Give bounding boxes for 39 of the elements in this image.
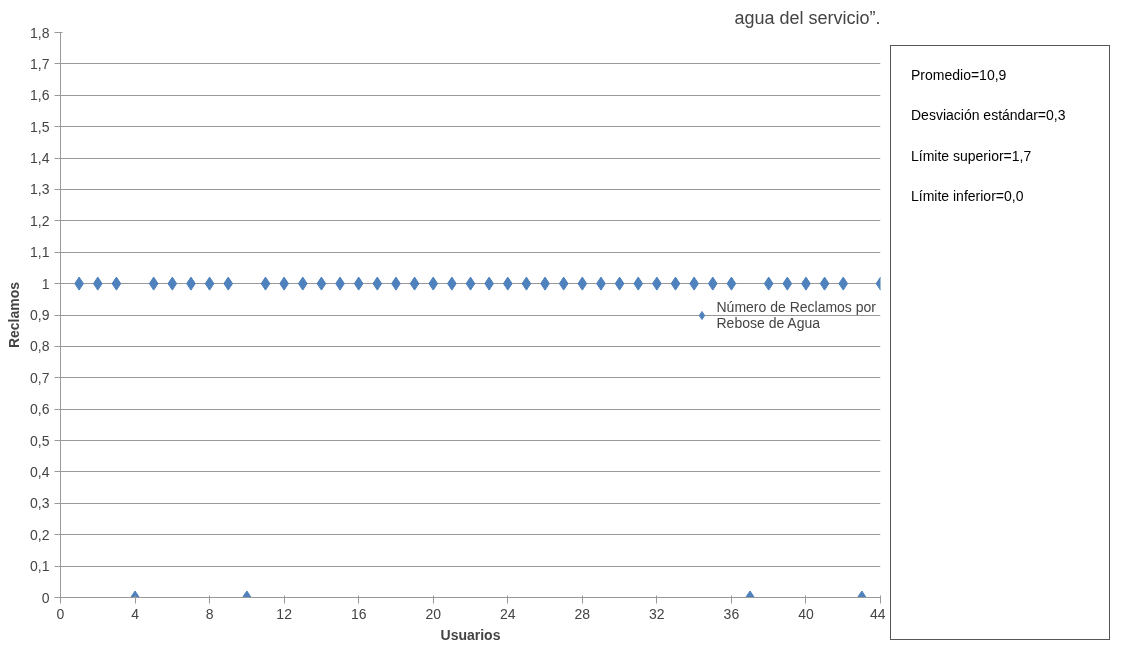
x-tick-label: 28 — [574, 605, 591, 622]
x-axis-title: Usuarios — [440, 626, 501, 643]
y-tick-label: 1,8 — [30, 24, 50, 41]
x-tick-label: 12 — [276, 605, 293, 622]
y-tick-label: 0,2 — [30, 526, 50, 543]
chart-title: agua del servicio”. — [734, 7, 881, 28]
y-tick-label: 1,6 — [30, 87, 50, 104]
x-tick-label: 8 — [205, 605, 214, 622]
y-tick-label: 0,1 — [30, 558, 50, 575]
y-tick-label: 1 — [41, 275, 50, 292]
x-tick-label: 24 — [499, 605, 516, 622]
x-tick-label: 20 — [425, 605, 442, 622]
y-tick-label: 0,9 — [30, 307, 50, 323]
x-tick-label: 40 — [798, 605, 814, 622]
x-tick-label: 44 — [869, 605, 886, 622]
text: Desviación estándar=0,3 — [911, 106, 1066, 126]
x-tick-label: 0 — [56, 605, 65, 622]
y-tick-label: 0,4 — [30, 463, 50, 480]
x-tick-label: 36 — [723, 605, 740, 622]
y-tick-label: 0,3 — [30, 495, 50, 512]
y-tick-label: 0,5 — [30, 432, 50, 449]
y-tick-label: 1,3 — [30, 181, 50, 198]
y-tick-label: 1,1 — [30, 244, 50, 261]
y-tick-label: 0 — [41, 589, 50, 606]
x-tick-label: 32 — [649, 605, 665, 622]
y-tick-label: 0,7 — [30, 369, 50, 386]
y-tick-label: 1,5 — [30, 118, 50, 135]
x-tick-label: 4 — [131, 605, 140, 622]
y-axis-title: Reclamos — [6, 281, 23, 349]
y-tick-label: 1,7 — [30, 55, 50, 72]
y-tick-label: 0,6 — [30, 401, 50, 418]
y-tick-label: 1,4 — [30, 150, 50, 167]
x-tick-label: 16 — [350, 605, 367, 622]
y-tick-label: 1,2 — [30, 212, 50, 229]
y-tick-label: 0,8 — [30, 338, 50, 355]
legend-label: Número de Reclamos por Rebose de Agua — [716, 298, 876, 331]
text: Límite inferior=0,0 — [911, 187, 1025, 207]
text: Límite superior=1,7 — [911, 146, 1033, 166]
text: Promedio=10,9 — [911, 66, 1008, 85]
